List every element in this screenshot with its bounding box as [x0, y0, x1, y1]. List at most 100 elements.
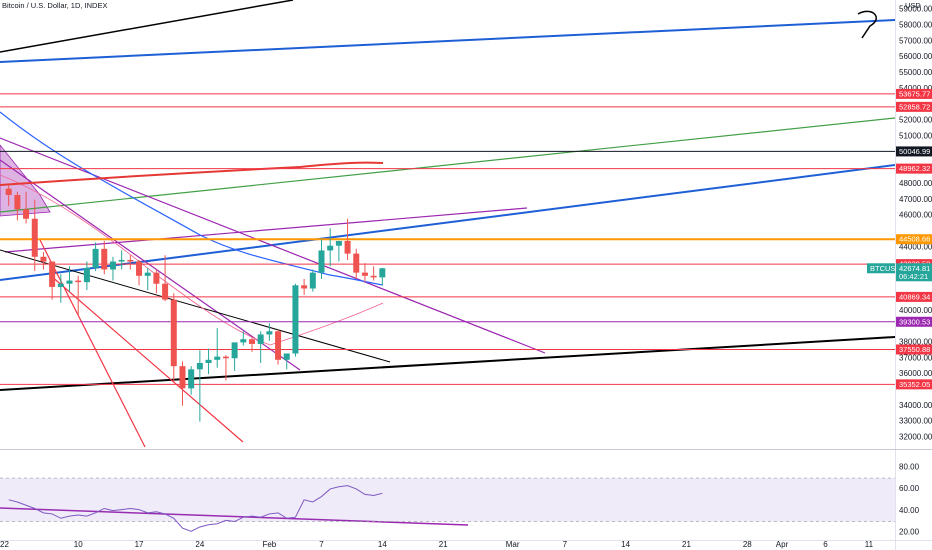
candle-body [83, 267, 90, 283]
level-label: 52858.72 [899, 102, 930, 111]
candle-body [75, 280, 82, 283]
y-tick-label: 59000.00 [899, 5, 932, 14]
level-label-box [896, 379, 932, 390]
level-label: 37550.88 [899, 345, 930, 354]
y-tick-label: 55000.00 [899, 68, 932, 77]
y-tick-label: 44000.00 [899, 242, 932, 251]
last-name: BTCUSD [870, 264, 901, 273]
candle-body [248, 339, 255, 344]
y-tick-label: 40.00 [899, 506, 920, 515]
x-tick-label: 6 [823, 540, 828, 549]
level-label-box [896, 163, 932, 174]
x-tick-label: Mar [506, 540, 520, 549]
level-label: 53675.77 [899, 89, 930, 98]
y-tick-label: 40000.00 [899, 306, 932, 315]
trend-line [0, 159, 301, 371]
candle-body [309, 272, 316, 289]
last-price-box [896, 263, 932, 282]
candle-body [240, 339, 247, 343]
level-label: 39300.53 [899, 317, 930, 326]
level-label: 35352.05 [899, 380, 930, 389]
y-tick-label: 48000.00 [899, 179, 932, 188]
drawings [0, 0, 895, 448]
y-tick-label: 34000.00 [899, 401, 932, 410]
pencil-mark [857, 10, 877, 39]
trend-line [0, 164, 895, 281]
x-tick-label: 11 [865, 540, 874, 549]
candle-body [370, 275, 377, 278]
y-tick-label: 52000.00 [899, 116, 932, 125]
candle-body [31, 218, 38, 257]
candle-body [118, 259, 125, 262]
candle-body [214, 356, 221, 360]
x-tick-label: 21 [439, 540, 448, 549]
trend-line [0, 0, 294, 53]
currency: USD [905, 1, 921, 10]
level-label-box [896, 88, 932, 99]
candle-body [205, 359, 212, 363]
x-tick-label: 10 [74, 540, 83, 549]
candle-body [49, 261, 56, 287]
candle-body [136, 261, 143, 276]
x-tick-label: 21 [682, 540, 691, 549]
candle-body [14, 194, 21, 210]
x-tick-label: 14 [378, 540, 387, 549]
level-label-box [896, 316, 932, 327]
candle-body [144, 272, 151, 276]
level-label-box [896, 234, 932, 245]
x-tick-label: 7 [319, 540, 324, 549]
price-pane [0, 93, 895, 422]
x-tick-label: 2022 [0, 540, 9, 549]
candle-body [379, 268, 386, 278]
candle-body [101, 248, 108, 270]
candle-body [66, 280, 73, 284]
y-tick-label: 36000.00 [899, 369, 932, 378]
candle-body [162, 283, 169, 300]
trend-line [0, 19, 895, 63]
candle-body [301, 285, 308, 289]
candle-body [344, 240, 351, 254]
candle-body [196, 362, 203, 370]
trend-line [39, 239, 146, 448]
level-label: 50046.99 [899, 147, 930, 156]
x-tick-label: 14 [621, 540, 630, 549]
y-tick-label: 47000.00 [899, 195, 932, 204]
candle-body [231, 342, 238, 359]
y-tick-label: 38000.00 [899, 337, 932, 346]
candle-body [179, 366, 186, 389]
candle-body [275, 331, 282, 360]
last-name-box [867, 263, 895, 274]
y-tick-label: 57000.00 [899, 36, 932, 45]
level-label: 48962.32 [899, 164, 930, 173]
candle-body [153, 272, 160, 284]
y-tick-label: 33000.00 [899, 417, 932, 426]
rsi-band [0, 478, 895, 522]
candle-body [283, 353, 290, 360]
candle-body [188, 369, 195, 389]
y-tick-label: 60.00 [899, 484, 920, 493]
countdown: 06:42:21 [899, 272, 928, 281]
candle-body [353, 253, 360, 273]
level-label-box [896, 344, 932, 355]
candle-body [361, 272, 368, 276]
x-tick-label: 24 [195, 540, 204, 549]
x-tick-label: 28 [743, 540, 752, 549]
rsi-pane [0, 477, 895, 532]
trend-line [0, 507, 469, 526]
y-tick-label: 32000.00 [899, 433, 932, 442]
trend-line [49, 274, 244, 443]
trend-line [0, 336, 895, 391]
candle-body [292, 285, 299, 354]
x-tick-label: 7 [563, 540, 568, 549]
trend-line [4, 207, 528, 253]
candle-body [23, 209, 30, 219]
y-tick-label: 20.00 [899, 528, 920, 537]
last-price: 42674.81 [899, 264, 930, 273]
y-tick-label: 46000.00 [899, 211, 932, 220]
candle-body [109, 261, 116, 270]
moving-average [0, 161, 384, 186]
candle-body [327, 245, 334, 251]
